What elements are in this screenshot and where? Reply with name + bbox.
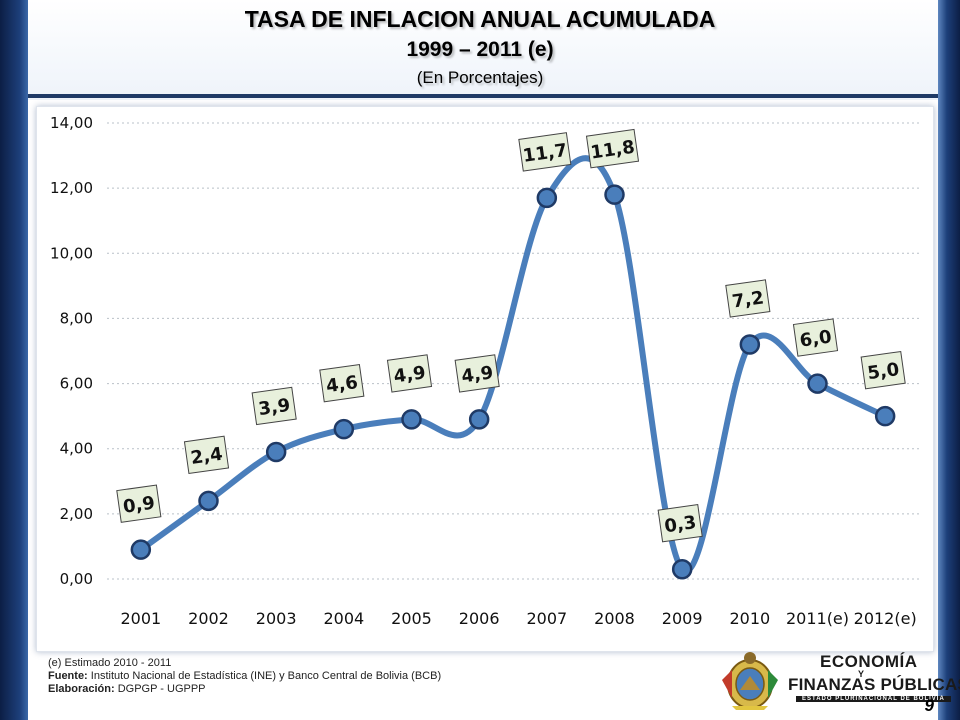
- page-number: 9: [924, 696, 934, 715]
- data-point: [198, 490, 219, 512]
- source-line: Fuente: Instituto Nacional de Estadístic…: [48, 670, 441, 683]
- data-label-box: [116, 484, 162, 523]
- chart-subtitle: 1999 – 2011 (e): [406, 38, 554, 61]
- chart-panel: 0,00 2,00 4,00 6,00 8,00 10,00 12,00 14,00 2001 2…: [36, 106, 934, 652]
- source-text: Instituto Nacional de Estadística (INE) …: [90, 670, 442, 682]
- data-label-group: 0,3: [657, 504, 703, 543]
- data-label: 5,0: [866, 359, 901, 384]
- y-tick-label: 2,00: [60, 505, 93, 523]
- data-label: 6,0: [798, 326, 833, 351]
- data-label: 4,9: [392, 362, 427, 387]
- data-label: 0,9: [122, 493, 157, 518]
- x-tick-label: 2009: [662, 609, 703, 628]
- estimate-note: (e) Estimado 2010 - 2011: [48, 657, 172, 669]
- data-label: 3,9: [257, 395, 292, 420]
- x-tick-label: 2004: [323, 609, 364, 628]
- inflation-line-chart: 0,00 2,00 4,00 6,00 8,00 10,00 12,00 14,00 2001 2…: [50, 114, 919, 628]
- coat-of-arms-icon: [722, 652, 778, 710]
- x-tick-label: 2007: [526, 609, 567, 628]
- data-label-group: 4,9: [386, 354, 433, 393]
- data-label-group: 6,0: [792, 318, 839, 357]
- y-tick-label: 12,00: [50, 179, 93, 197]
- data-point: [739, 334, 761, 355]
- x-tick-label: 2006: [459, 609, 500, 628]
- data-label-group: 7,2: [725, 279, 771, 318]
- data-label-box: [454, 354, 500, 393]
- y-tick-label: 6,00: [60, 375, 93, 393]
- data-label: 4,9: [460, 362, 495, 387]
- data-point: [536, 187, 558, 209]
- ministry-logo: ECONOMÍA Y FINANZAS PÚBLICAS ESTADO PLUR…: [716, 650, 960, 712]
- x-tick-label: 2001: [120, 609, 161, 628]
- logo-line-2: Y: [858, 669, 865, 679]
- source-label: Fuente:: [48, 670, 88, 682]
- x-tick-label: 2005: [391, 609, 432, 628]
- left-background-band: [0, 0, 28, 720]
- data-label-box: [585, 128, 640, 169]
- data-point: [265, 441, 287, 463]
- x-tick-label: 2002: [188, 609, 229, 628]
- data-label-group: 11,8: [585, 128, 640, 169]
- data-label-group: 3,9: [251, 386, 297, 426]
- data-point: [401, 409, 422, 430]
- x-tick-label: 2003: [256, 609, 297, 628]
- elaboration-line: Elaboración: DGPGP - UGPPP: [48, 683, 441, 696]
- logo-line-1: ECONOMÍA: [820, 652, 918, 671]
- data-label: 4,6: [325, 372, 360, 397]
- data-label: 0,3: [663, 512, 698, 537]
- right-background-band: [938, 0, 960, 720]
- chart-title: TASA DE INFLACION ANUAL ACUMULADA: [244, 6, 716, 32]
- data-point: [671, 558, 693, 580]
- data-label-group: 4,6: [319, 363, 365, 403]
- data-label-box: [518, 132, 572, 172]
- data-point: [874, 405, 896, 427]
- data-label-box: [319, 363, 365, 403]
- x-tick-label: 2008: [594, 609, 635, 628]
- data-label-box: [657, 504, 703, 543]
- logo-line-3: FINANZAS PÚBLICAS: [788, 675, 960, 694]
- data-label-box: [251, 386, 297, 426]
- x-tick-label: 2012(e): [854, 609, 917, 628]
- data-point: [130, 539, 152, 560]
- data-label-group: 2,4: [183, 435, 230, 475]
- header-divider: [28, 94, 938, 98]
- x-tick-label: 2010: [729, 609, 770, 628]
- y-tick-label: 4,00: [60, 440, 93, 458]
- data-point: [468, 409, 490, 430]
- logo-line-4: ESTADO PLURINACIONAL DE BOLIVIA: [796, 696, 951, 702]
- chart-unit: (En Porcentajes): [416, 68, 544, 87]
- data-label-box: [792, 318, 839, 357]
- data-label-group: 5,0: [860, 350, 906, 390]
- series-line: [137, 155, 889, 575]
- data-label: 2,4: [189, 444, 224, 469]
- elaboration-label: Elaboración:: [48, 683, 115, 695]
- data-label-box: [860, 350, 906, 390]
- data-point: [333, 418, 355, 440]
- y-tick-label: 14,00: [50, 114, 93, 132]
- y-tick-label: 8,00: [60, 309, 93, 327]
- data-point: [807, 373, 828, 394]
- x-tick-label: 2011(e): [786, 609, 849, 628]
- y-tick-label: 0,00: [60, 570, 93, 588]
- data-label-group: 0,9: [116, 484, 162, 523]
- data-point: [604, 184, 625, 205]
- data-label-box: [183, 435, 230, 475]
- data-label-group: 11,7: [518, 132, 572, 172]
- chart-footer: (e) Estimado 2010 - 2011 Fuente: Institu…: [48, 657, 441, 696]
- data-label-box: [725, 279, 771, 318]
- elaboration-text: DGPGP - UGPPP: [117, 683, 206, 695]
- data-label: 7,2: [731, 287, 766, 312]
- y-tick-label: 10,00: [50, 244, 93, 262]
- header-background: [28, 0, 938, 100]
- data-label-box: [386, 354, 433, 393]
- data-label-group: 4,9: [454, 354, 500, 393]
